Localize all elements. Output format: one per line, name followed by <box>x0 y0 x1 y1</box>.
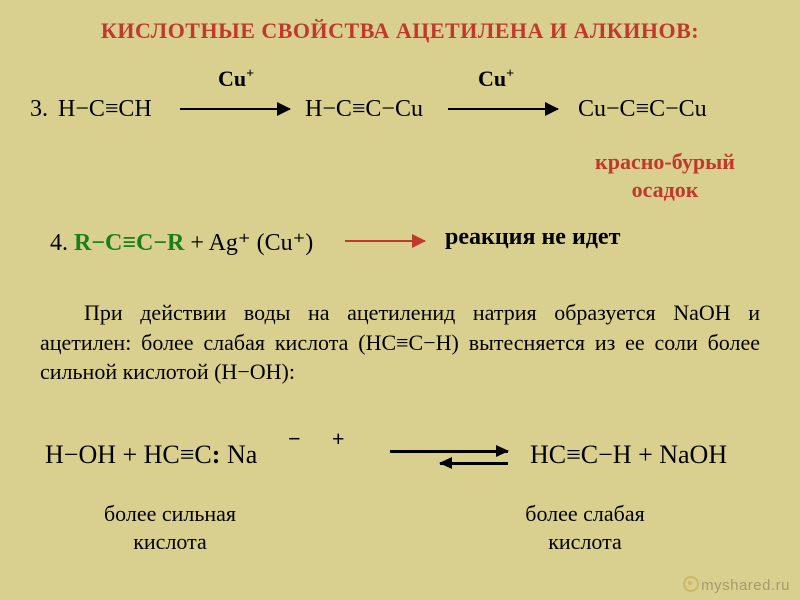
rxn3-reagent1-sup: + <box>246 67 254 82</box>
reverse-arrow-icon <box>440 462 508 465</box>
slide-title: КИСЛОТНЫЕ СВОЙСТВА АЦЕТИЛЕНА И АЛКИНОВ: <box>0 18 800 44</box>
rxn3-reagent1-text: Cu <box>218 66 246 91</box>
arrow-icon <box>448 108 558 110</box>
rxn4-lhs-green: R−C≡C−R <box>74 230 184 256</box>
watermark: myshared.ru <box>683 576 790 594</box>
explanation-paragraph: При действии воды на ацетиленид натрия о… <box>40 298 760 387</box>
rxn3-reagent2-sup: + <box>506 67 514 82</box>
rxn4-result: реакция не идет <box>445 224 620 251</box>
rxn3-reagent2-text: Cu <box>478 66 506 91</box>
rxn4-lhs-rest: + Ag⁺ (Cu⁺) <box>184 230 313 256</box>
rxn5-lhs: H−OH + HC≡C: Na <box>45 440 257 470</box>
reaction-5: H−OH + HC≡C: Na − + HC≡C−H + NaOH <box>45 430 770 490</box>
label-weak-acid: более слабая кислота <box>455 500 715 555</box>
watermark-text: myshared.ru <box>701 577 790 594</box>
charge-minus: − <box>288 426 301 452</box>
rxn3-species3: Cu−C≡C−Cu <box>578 96 707 123</box>
rxn3-reagent2: Cu+ <box>478 66 514 92</box>
arrow-icon <box>345 240 425 242</box>
label-strong-acid: более сильная кислота <box>40 500 300 555</box>
reaction-4: 4. R−C≡C−R + Ag⁺ (Cu⁺) реакция не идет <box>50 228 770 268</box>
rxn3-reagent1: Cu+ <box>218 66 254 92</box>
equilibrium-arrows-icon <box>390 446 510 470</box>
charge-plus: + <box>332 426 345 452</box>
rxn5-lhs-na: Na <box>220 440 257 469</box>
arrow-icon <box>180 108 290 110</box>
rxn5-lhs-a: H−OH + HC≡C <box>45 440 212 469</box>
forward-arrow-icon <box>390 450 508 453</box>
watermark-icon <box>683 576 699 592</box>
rxn3-index: 3. <box>30 96 48 123</box>
rxn3-species1: H−C≡CH <box>58 96 152 123</box>
rxn3-species2: H−C≡C−Cu <box>305 96 423 123</box>
rxn4-index: 4. <box>50 230 68 256</box>
rxn5-rhs: HC≡C−H + NaOH <box>530 440 727 470</box>
rxn3-annotation: красно-бурый осадок <box>555 148 775 203</box>
